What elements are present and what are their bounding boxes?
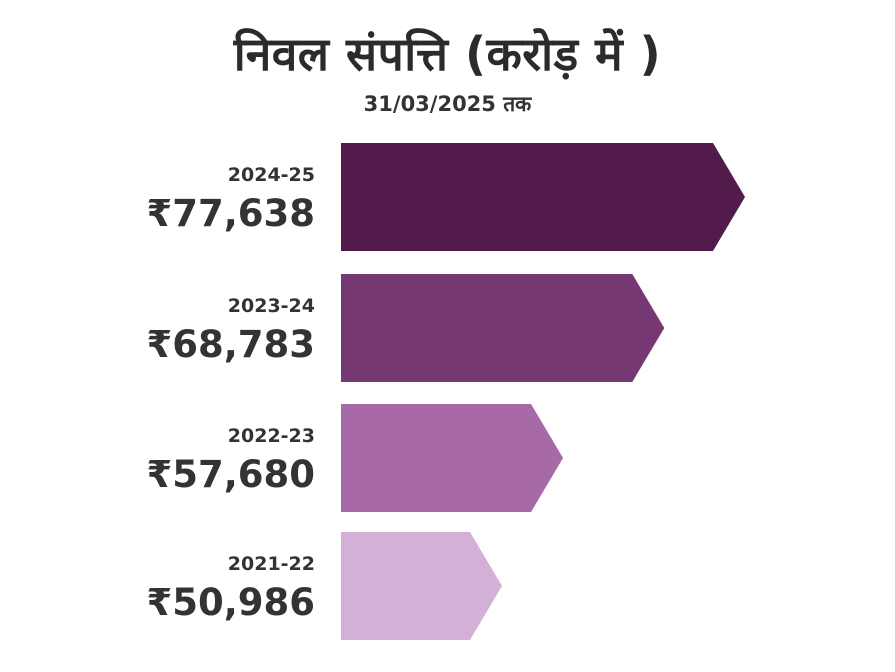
chart-subtitle: 31/03/2025 तक (363, 92, 532, 116)
bar-2021-22 (341, 532, 502, 640)
value-label: ₹68,783 (146, 323, 315, 366)
year-label: 2023-24 (228, 295, 315, 317)
bar-2024-25 (341, 143, 745, 251)
bar-2022-23 (341, 404, 564, 512)
value-label: ₹57,680 (146, 453, 315, 496)
year-label: 2022-23 (228, 425, 315, 447)
chart-title: निवल संपत्ति (करोड़ में ) (233, 27, 662, 81)
value-label: ₹50,986 (146, 581, 315, 624)
year-label: 2024-25 (228, 164, 315, 186)
year-label: 2021-22 (228, 553, 315, 575)
bar-2023-24 (341, 274, 665, 382)
value-label: ₹77,638 (146, 192, 315, 235)
